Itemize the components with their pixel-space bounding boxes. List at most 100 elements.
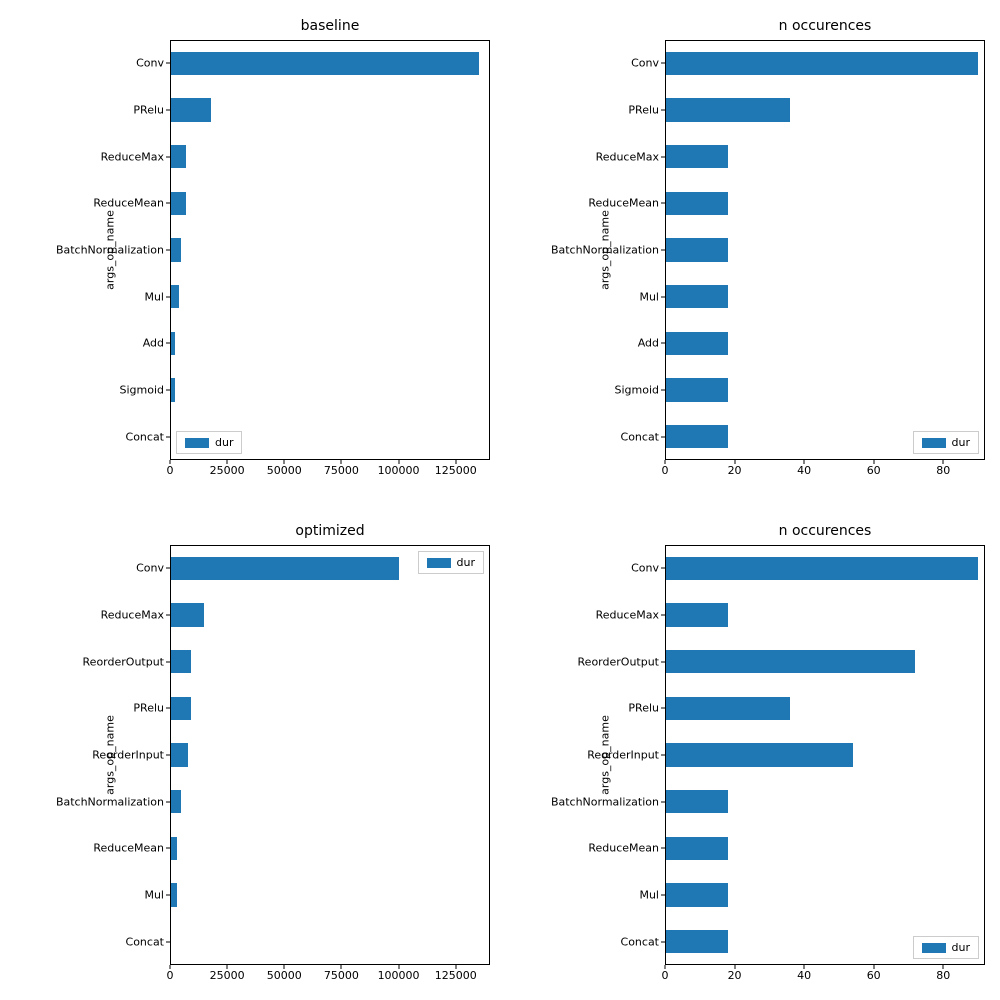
bar [170,603,204,626]
y-tick-label: Mul [639,889,659,902]
x-tick-label: 125000 [435,464,477,477]
y-tick-label: BatchNormalization [56,795,164,808]
x-tick-label: 50000 [267,464,302,477]
plot-title: n occurences [665,18,985,34]
y-tick-mark [661,250,665,251]
y-tick-mark [661,708,665,709]
y-tick-mark [166,848,170,849]
bars-area [665,40,985,460]
y-tick-label: ReorderInput [587,749,659,762]
x-tick-label: 40 [797,464,811,477]
bar [665,603,728,626]
y-tick-label: Add [143,337,164,350]
plot-title: optimized [170,523,490,539]
y-tick-label: Concat [621,430,659,443]
y-tick-mark [661,343,665,344]
x-tick-label: 50000 [267,969,302,982]
legend: dur [913,431,979,454]
y-tick-label: ReduceMean [93,842,164,855]
bar [665,697,790,720]
y-tick-mark [661,436,665,437]
y-tick-label: Mul [144,889,164,902]
y-tick-mark [166,708,170,709]
bar [170,145,186,168]
bar [170,743,188,766]
subplot-optimized-n-occurrences: n occurences args_op_name dur ConvReduce… [665,545,985,965]
y-tick-mark [661,568,665,569]
y-tick-mark [661,801,665,802]
y-tick-mark [166,296,170,297]
y-tick-label: ReduceMean [588,197,659,210]
bar [665,378,728,401]
y-tick-mark [166,436,170,437]
y-tick-label: ReduceMean [588,842,659,855]
bar [170,837,177,860]
x-tick-label: 0 [662,969,669,982]
bar [170,697,191,720]
x-tick-label: 25000 [210,969,245,982]
bar [665,98,790,121]
bar [665,883,728,906]
x-tick-label: 100000 [378,464,420,477]
y-tick-mark [166,615,170,616]
y-tick-label: Concat [621,935,659,948]
bar [170,332,175,355]
bars-area [665,545,985,965]
y-tick-label: BatchNormalization [551,244,659,257]
bar [665,238,728,261]
y-tick-label: ReduceMax [101,150,164,163]
y-tick-mark [166,755,170,756]
y-tick-mark [661,390,665,391]
y-tick-mark [166,390,170,391]
bar [170,883,177,906]
bar [170,650,191,673]
y-tick-label: Conv [136,562,164,575]
bar [170,98,211,121]
x-tick-label: 75000 [324,464,359,477]
y-tick-label: Mul [144,290,164,303]
y-tick-mark [661,895,665,896]
x-tick-label: 25000 [210,464,245,477]
y-tick-mark [166,661,170,662]
y-tick-label: ReduceMean [93,197,164,210]
bar [170,790,181,813]
y-tick-mark [661,156,665,157]
y-tick-mark [166,203,170,204]
y-tick-mark [661,615,665,616]
x-tick-label: 80 [936,969,950,982]
subplot-baseline-n-occurrences: n occurences args_op_name dur ConvPReluR… [665,40,985,460]
legend-swatch [185,438,209,448]
y-tick-label: PRelu [628,104,659,117]
y-tick-mark [166,343,170,344]
y-tick-label: Concat [126,430,164,443]
y-tick-label: PRelu [133,702,164,715]
y-tick-label: ReduceMax [596,150,659,163]
y-tick-label: ReorderOutput [578,655,659,668]
y-tick-mark [166,568,170,569]
bars-area [170,545,490,965]
bar [665,285,728,308]
bar [170,557,399,580]
y-tick-mark [661,296,665,297]
y-tick-label: Add [638,337,659,350]
y-tick-label: ReduceMax [596,609,659,622]
y-tick-mark [166,110,170,111]
legend-label: dur [952,941,970,954]
bar [665,743,853,766]
y-tick-label: Conv [631,57,659,70]
y-tick-label: PRelu [133,104,164,117]
y-tick-mark [661,203,665,204]
bar [665,52,978,75]
legend: dur [176,431,242,454]
bar [665,332,728,355]
y-tick-mark [661,755,665,756]
legend-label: dur [215,436,233,449]
y-tick-mark [166,250,170,251]
y-tick-label: Sigmoid [614,384,659,397]
y-tick-label: Conv [136,57,164,70]
subplot-baseline: baseline args_op_name dur ConvPReluReduc… [170,40,490,460]
x-tick-label: 0 [167,969,174,982]
bar [170,52,479,75]
y-tick-label: BatchNormalization [56,244,164,257]
bar [665,930,728,953]
